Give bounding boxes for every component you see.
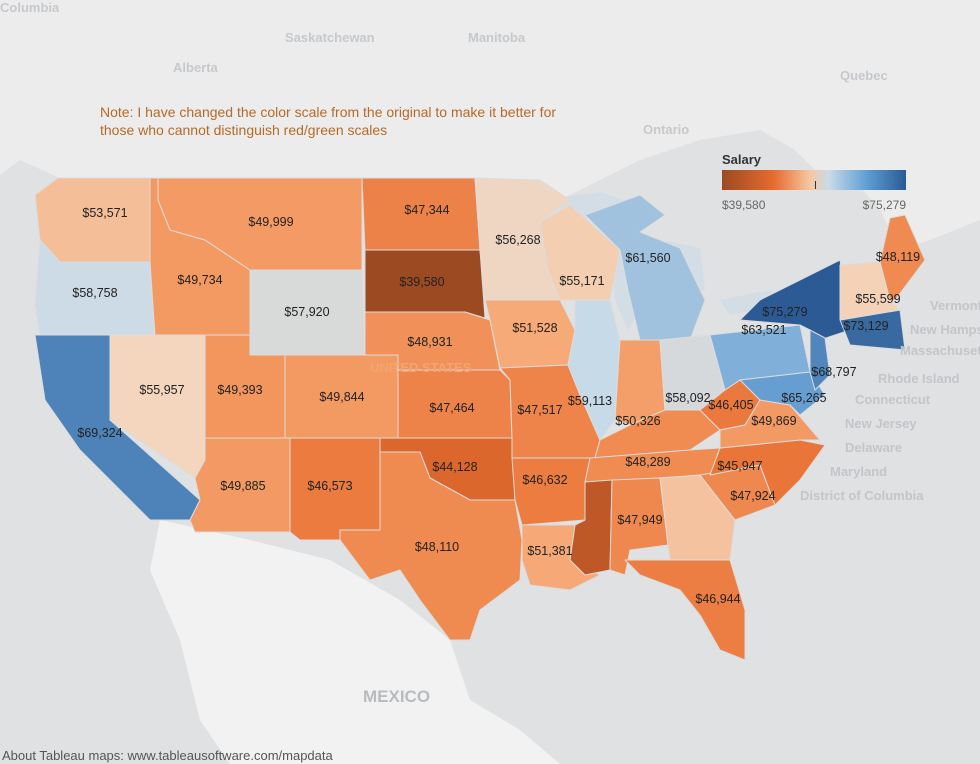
- state-value-label-ca: $69,324: [77, 426, 122, 440]
- geo-label-mexico: MEXICO: [363, 687, 430, 706]
- state-tx[interactable]: [339, 451, 523, 641]
- state-value-label-mo: $47,517: [517, 403, 562, 417]
- legend-midpoint-tick: [815, 181, 816, 189]
- side-label-rhode-island: Rhode Island: [878, 371, 960, 386]
- side-label-connecticut: Connecticut: [855, 392, 931, 407]
- state-me[interactable]: [879, 214, 926, 301]
- state-va[interactable]: [719, 399, 821, 449]
- state-value-label-co: $49,844: [319, 390, 364, 404]
- canada-landmass: [0, 0, 980, 250]
- state-value-label-va: $49,869: [751, 414, 796, 428]
- state-value-label-sc: $47,924: [730, 489, 775, 503]
- state-value-label-az: $49,885: [220, 479, 265, 493]
- side-label-vermont: Vermont: [930, 298, 980, 313]
- side-label-delaware: Delaware: [845, 440, 902, 455]
- state-value-label-oh: $58,092: [665, 391, 710, 405]
- state-nj[interactable]: [809, 329, 831, 391]
- state-value-label-ct: $73,129: [843, 319, 888, 333]
- state-mt[interactable]: [157, 177, 363, 271]
- tableau-maps-footer[interactable]: About Tableau maps: www.tableausoftware.…: [2, 748, 333, 763]
- state-value-label-or: $58,758: [72, 286, 117, 300]
- great-lakes: [540, 192, 780, 330]
- state-wa[interactable]: [34, 177, 159, 263]
- side-label-massachusetts: Massachusetts: [900, 343, 980, 358]
- state-value-label-me: $48,119: [876, 250, 920, 264]
- geo-label-united-states: UNITED STATES: [370, 360, 472, 375]
- state-value-label-mn: $56,268: [495, 233, 540, 247]
- side-label-maryland: Maryland: [830, 464, 887, 479]
- state-value-label-nm: $46,573: [307, 479, 352, 493]
- state-value-label-md: $65,265: [781, 391, 826, 405]
- state-value-label-wy: $57,920: [284, 305, 329, 319]
- side-label-new-hampshire: New Hampshire: [910, 322, 980, 337]
- state-value-label-mi: $61,560: [625, 251, 670, 265]
- legend-min-label: $39,580: [722, 198, 766, 212]
- state-value-label-mt: $49,999: [248, 215, 293, 229]
- state-value-label-nc: $45,947: [717, 459, 762, 473]
- state-value-label-ny: $75,279: [762, 305, 807, 319]
- state-value-label-ne: $48,931: [407, 335, 452, 349]
- state-value-label-wa: $53,571: [82, 206, 127, 220]
- state-mi[interactable]: [584, 194, 706, 341]
- salary-legend: Salary $39,580 $75,279: [722, 152, 912, 212]
- states-layer: [34, 177, 926, 661]
- geo-label-quebec: Quebec: [840, 68, 888, 83]
- legend-color-ramp: [722, 170, 906, 190]
- state-value-label-ok: $44,128: [432, 460, 477, 474]
- state-labels-layer: $53,571 $58,758 $69,324 $55,957 $49,734 $49,9…: [72, 203, 920, 606]
- state-value-label-pa: $63,521: [741, 323, 786, 337]
- legend-max-label: $75,279: [862, 198, 906, 212]
- state-value-label-vt: $55,599: [855, 292, 900, 306]
- state-value-label-la: $51,381: [527, 544, 572, 558]
- state-value-label-fl: $46,944: [695, 592, 740, 606]
- side-label-new-jersey: New Jersey: [845, 416, 917, 431]
- state-value-label-il: $59,113: [568, 394, 612, 408]
- state-value-label-ky: $48,289: [625, 455, 670, 469]
- color-scale-note: Note: I have changed the color scale fro…: [100, 104, 557, 138]
- mexico-landmass: [150, 520, 560, 764]
- state-value-label-in: $50,326: [615, 414, 660, 428]
- state-value-label-ks: $47,464: [429, 401, 474, 415]
- state-value-label-sd: $39,580: [399, 275, 444, 289]
- state-value-label-nd: $47,344: [404, 203, 449, 217]
- geo-label-columbia: Columbia: [0, 0, 60, 15]
- state-value-label-nj: $68,797: [811, 365, 856, 379]
- geo-label-ontario: Ontario: [643, 122, 689, 137]
- state-value-label-ar: $46,632: [522, 473, 567, 487]
- state-fl[interactable]: [624, 559, 746, 661]
- geo-label-saskatchewan: Saskatchewan: [285, 30, 375, 45]
- geo-label-alberta: Alberta: [173, 60, 219, 75]
- geo-label-manitoba: Manitoba: [468, 30, 526, 45]
- state-value-label-id: $49,734: [177, 273, 222, 287]
- state-value-label-nv: $55,957: [139, 383, 184, 397]
- state-ar[interactable]: [511, 457, 596, 526]
- state-value-label-tx: $48,110: [415, 540, 459, 554]
- state-value-label-al: $47,949: [617, 513, 662, 527]
- legend-title: Salary: [722, 152, 762, 167]
- state-value-label-ut: $49,393: [217, 383, 262, 397]
- state-in[interactable]: [614, 339, 666, 426]
- state-value-label-ia: $51,528: [512, 321, 557, 335]
- side-label-district-of-columbia: District of Columbia: [800, 488, 924, 503]
- state-value-label-wi: $55,171: [559, 274, 604, 288]
- state-value-label-wv: $46,405: [708, 398, 753, 412]
